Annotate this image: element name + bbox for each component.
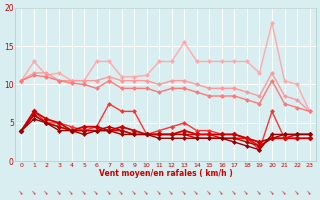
Text: ↓: ↓ [18,189,25,196]
X-axis label: Vent moyen/en rafales ( km/h ): Vent moyen/en rafales ( km/h ) [99,169,232,178]
Text: ↓: ↓ [219,189,225,196]
Text: ↓: ↓ [68,189,75,196]
Text: ↓: ↓ [156,189,163,196]
Text: ↓: ↓ [43,189,50,196]
Text: ↓: ↓ [81,189,87,196]
Text: ↓: ↓ [168,189,175,196]
Text: ↓: ↓ [306,189,313,196]
Text: ↓: ↓ [193,189,200,196]
Text: ↓: ↓ [206,189,213,196]
Text: ↓: ↓ [93,189,100,196]
Text: ↓: ↓ [143,189,150,196]
Text: ↓: ↓ [56,189,62,196]
Text: ↓: ↓ [106,189,113,196]
Text: ↓: ↓ [256,189,263,196]
Text: ↓: ↓ [294,189,300,196]
Text: ↓: ↓ [268,189,276,196]
Text: ↓: ↓ [118,189,125,196]
Text: ↓: ↓ [281,189,288,196]
Text: ↓: ↓ [31,189,37,196]
Text: ↓: ↓ [244,189,250,196]
Text: ↓: ↓ [131,189,138,196]
Text: ↓: ↓ [231,189,238,196]
Text: ↓: ↓ [181,189,188,196]
